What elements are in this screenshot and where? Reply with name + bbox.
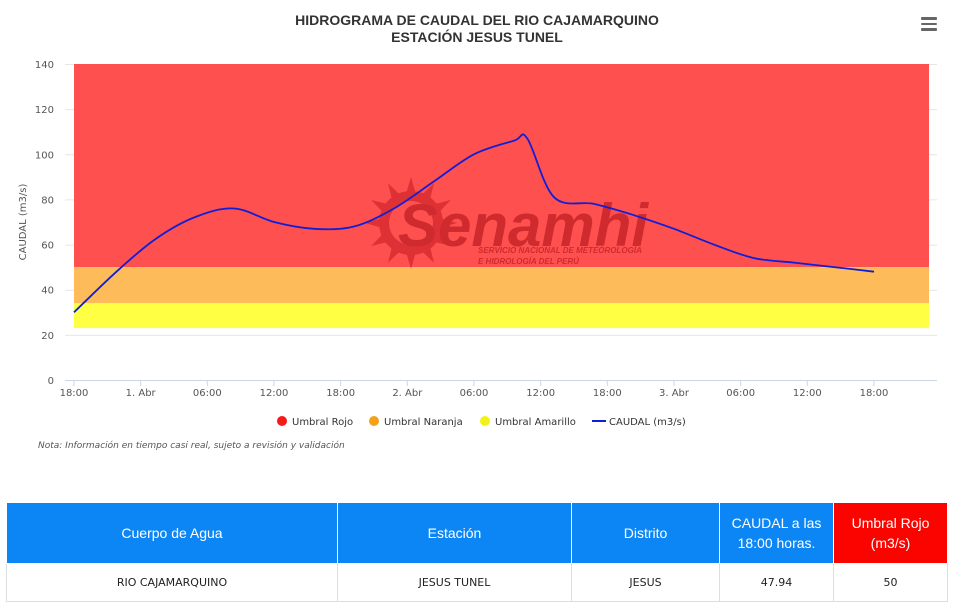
x-tick-label: 2. Abr	[392, 388, 423, 399]
header-estacion: Estación	[337, 502, 572, 564]
band-umbral-rojo	[74, 64, 929, 268]
x-tick-label: 1. Abr	[126, 388, 157, 399]
legend-label: Umbral Naranja	[384, 417, 463, 428]
y-tick-label: 20	[41, 331, 54, 342]
chart-note: Nota: Información en tiempo casi real, s…	[38, 441, 345, 451]
menu-bar-icon	[921, 17, 937, 20]
legend-label: Umbral Rojo	[292, 417, 353, 428]
sun-ray	[434, 233, 451, 246]
sun-ray	[440, 218, 457, 228]
x-axis-ticks: 18:00 1. Abr 06:00 12:00 18:00 2. Abr 06:00 12:…	[60, 380, 889, 399]
x-tick-label: 18:00	[860, 388, 889, 399]
sun-ray	[434, 200, 451, 213]
legend-dot-icon	[480, 416, 490, 426]
y-tick-label: 80	[41, 195, 54, 206]
legend-item: Umbral Naranja	[369, 416, 463, 428]
x-tick-label: 12:00	[260, 388, 289, 399]
legend-item: Umbral Rojo	[277, 416, 353, 428]
y-axis-label: CAUDAL (m3/s)	[18, 184, 29, 261]
legend-label: Umbral Amarillo	[495, 417, 576, 428]
y-tick-label: 40	[41, 286, 54, 297]
legend-dot-icon	[277, 416, 287, 426]
menu-bar-icon	[921, 22, 937, 25]
x-tick-label: 3. Abr	[659, 388, 690, 399]
header-cuerpo-de-agua: Cuerpo de Agua	[6, 502, 338, 564]
cell-estacion: JESUS TUNEL	[337, 563, 572, 602]
x-tick-label: 12:00	[526, 388, 555, 399]
y-tick-label: 60	[41, 241, 54, 252]
legend-dot-icon	[369, 416, 379, 426]
sun-ray	[371, 200, 388, 213]
y-tick-label: 100	[35, 150, 54, 161]
legend-label: CAUDAL (m3/s)	[609, 417, 686, 428]
band-umbral-amarillo	[74, 303, 929, 329]
x-tick-label: 18:00	[60, 388, 89, 399]
y-tick-label: 140	[35, 60, 54, 71]
chart-subtitle: ESTACIÓN JESUS TUNEL	[391, 28, 563, 45]
hydrograph-chart: HIDROGRAMA DE CAUDAL DEL RIO CAJAMARQUIN…	[18, 12, 937, 428]
y-axis-ticks: 0 20 40 60 80 100 120 140	[35, 60, 54, 387]
sun-ray	[406, 252, 416, 269]
sun-ray	[388, 246, 401, 263]
x-tick-label: 18:00	[593, 388, 622, 399]
cell-distrito: JESUS	[571, 563, 720, 602]
watermark-line1: SERVICIO NACIONAL DE METEOROLOGÍA	[478, 246, 642, 255]
station-summary-table: Cuerpo de Agua Estación Distrito CAUDAL …	[6, 502, 948, 602]
y-tick-label: 120	[35, 105, 54, 116]
series-line-caudal	[73, 133, 875, 313]
menu-bar-icon	[921, 28, 937, 31]
legend-item: CAUDAL (m3/s)	[592, 417, 686, 428]
sun-ray	[365, 218, 382, 228]
header-umbral-rojo: Umbral Rojo (m3/s)	[833, 502, 948, 564]
watermark-line2: E HIDROLOGÍA DEL PERÚ	[478, 257, 579, 266]
sun-ray	[421, 183, 434, 200]
threshold-bands	[74, 64, 929, 329]
band-umbral-naranja	[74, 267, 929, 304]
x-tick-label: 18:00	[326, 388, 355, 399]
watermark-name: Senamhi	[398, 192, 649, 259]
header-distrito: Distrito	[571, 502, 720, 564]
sun-ray	[371, 233, 388, 246]
y-tick-label: 0	[48, 376, 54, 387]
chart-title: HIDROGRAMA DE CAUDAL DEL RIO CAJAMARQUIN…	[295, 12, 659, 28]
x-tick-label: 06:00	[460, 388, 489, 399]
x-tick-label: 06:00	[193, 388, 222, 399]
chart-legend: Umbral Rojo Umbral Naranja Umbral Amarillo…	[277, 416, 686, 428]
x-tick-label: 12:00	[793, 388, 822, 399]
header-caudal: CAUDAL a las 18:00 horas.	[719, 502, 834, 564]
sun-ray	[388, 183, 401, 200]
table-row: RIO CAJAMARQUINO JESUS TUNEL JESUS 47.94…	[6, 563, 948, 602]
legend-item: Umbral Amarillo	[480, 416, 576, 428]
cell-umbral-rojo: 50	[833, 563, 948, 602]
sun-ray	[421, 246, 434, 263]
cell-cuerpo-de-agua: RIO CAJAMARQUINO	[6, 563, 338, 602]
sun-ray	[406, 177, 416, 194]
chart-menu-button[interactable]	[918, 14, 940, 34]
x-tick-label: 06:00	[726, 388, 755, 399]
cell-caudal: 47.94	[719, 563, 834, 602]
table-header-row: Cuerpo de Agua Estación Distrito CAUDAL …	[6, 502, 948, 564]
